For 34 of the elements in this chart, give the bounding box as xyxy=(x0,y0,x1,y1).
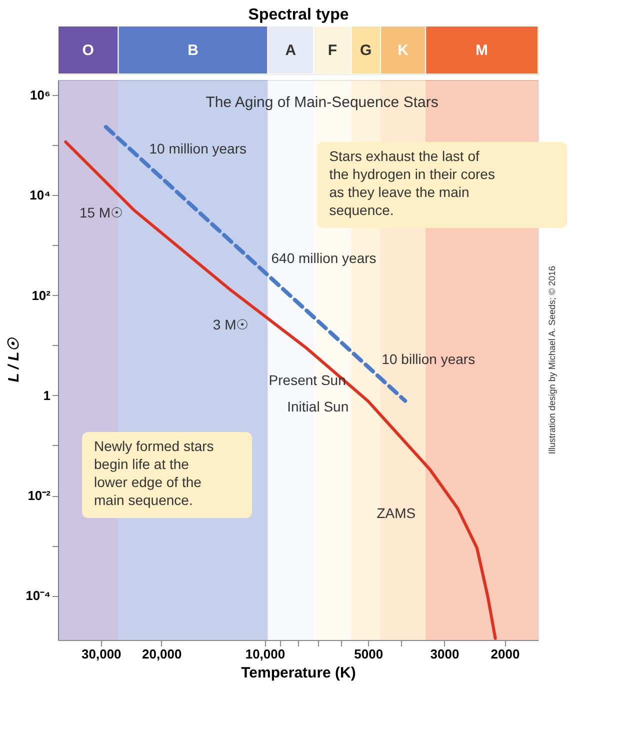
y-tick-label: 10⁻⁴ xyxy=(26,588,50,604)
annotation: 10 billion years xyxy=(382,351,476,368)
band-label: B xyxy=(188,42,199,59)
x-axis-title: Temperature (K) xyxy=(241,664,356,682)
annotation: Initial Sun xyxy=(287,398,349,414)
x-tick-label: 3000 xyxy=(430,646,460,662)
x-tick-label: 2000 xyxy=(490,646,520,662)
y-tick-label: 10² xyxy=(32,288,52,303)
text: The Aging of Main-Sequence Stars xyxy=(206,94,438,111)
x-tick-label: 5000 xyxy=(354,646,384,662)
annotation: 10 million years xyxy=(149,140,246,156)
y-tick-label: 1 xyxy=(43,388,50,403)
annotation: ZAMS xyxy=(376,504,416,521)
band-label: A xyxy=(285,42,296,59)
annotation: 640 million years xyxy=(271,250,376,266)
x-tick-label: 30,000 xyxy=(82,646,122,662)
y-axis-title: L / L☉ xyxy=(6,336,23,382)
band-label: K xyxy=(398,42,409,59)
band-label: G xyxy=(360,42,372,59)
y-tick-label: 10⁶ xyxy=(30,88,51,103)
x2-axis-title: Spectral type xyxy=(248,6,349,24)
y-tick-label: 10⁴ xyxy=(30,188,50,203)
band-label: O xyxy=(82,42,94,59)
annotation: Present Sun xyxy=(268,372,346,388)
text: Illustration design by Michael A. Seeds; © 2016 xyxy=(547,266,557,454)
y-tick-label: 10⁻² xyxy=(28,488,52,504)
annotation: Stars exhaust the last of the hydrogen in their cores as they leave the main sequence. xyxy=(329,148,495,218)
band-label: M xyxy=(476,42,488,59)
x-tick-label: 20,000 xyxy=(142,646,182,662)
x-tick-label: 10,000 xyxy=(245,646,286,662)
annotation: 3 M☉ xyxy=(212,316,250,333)
annotation: Newly formed stars begin life at the lower edge of the main sequence. xyxy=(94,438,214,508)
band-label: F xyxy=(328,42,338,59)
annotation: 15 M☉ xyxy=(79,204,124,221)
